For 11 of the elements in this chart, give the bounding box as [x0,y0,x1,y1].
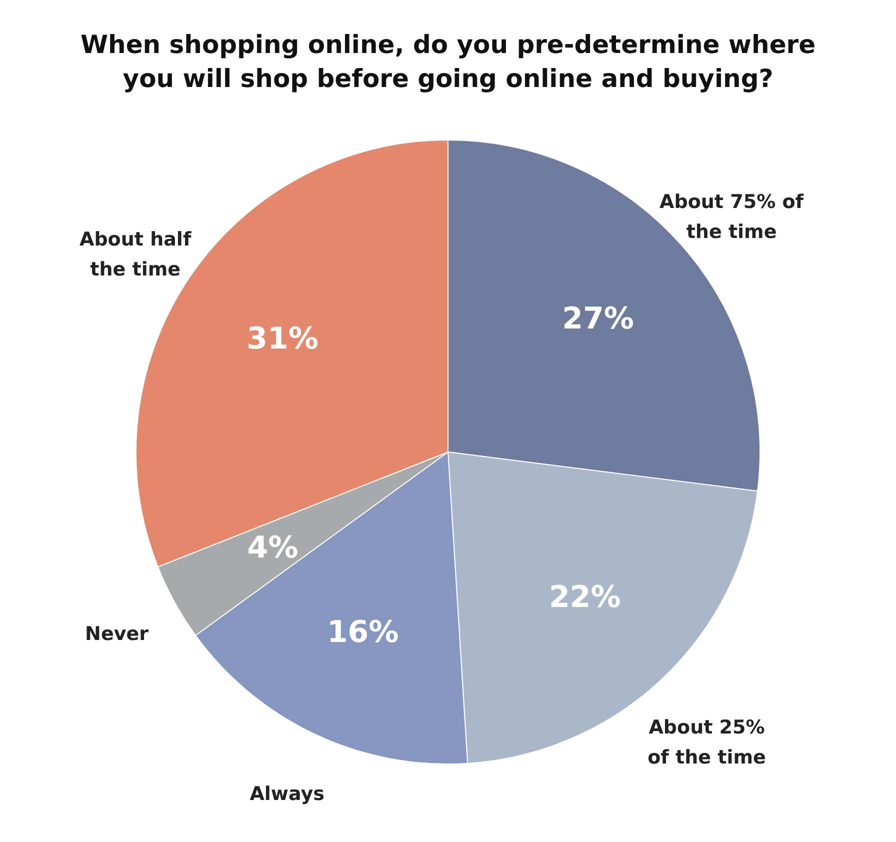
slice-label: About half the time [80,228,192,281]
chart-title: When shopping online, do you pre-determine where you will shop before going online and buying? [80,30,816,93]
data-label: 4% [247,530,298,566]
slice-label: Never [85,623,150,646]
slice-label: Always [250,783,324,806]
data-label: 16% [326,614,399,650]
data-label: 31% [246,322,318,357]
data-label: 27% [562,302,634,337]
slice-label: About 25% of the time [648,716,766,769]
slice-label: About 75% of the time [660,191,804,244]
data-label: 22% [549,580,621,615]
